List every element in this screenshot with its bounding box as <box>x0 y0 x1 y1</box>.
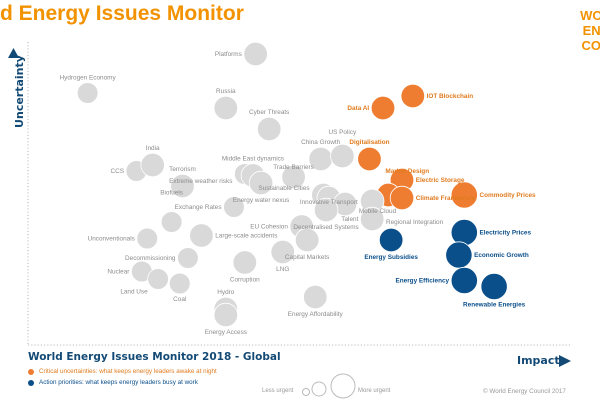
bubble-label: Energy Subsidies <box>364 254 418 261</box>
bubble-label: Regional Integration <box>386 219 444 226</box>
bubble-label: Cyber Threats <box>249 109 289 116</box>
bubble-capital-markets <box>294 227 320 253</box>
size-legend-more: More urgent <box>358 388 391 394</box>
bubble-label: Talent <box>341 216 358 223</box>
bubble-label: India <box>146 145 160 152</box>
bubble-label: Mobile Cloud <box>359 208 397 215</box>
bubble-label: Digitalisation <box>349 139 389 146</box>
bubble-renewable-energies <box>480 272 508 301</box>
bubble-label: Energy water nexus <box>233 197 289 204</box>
bubble-energy-efficiency <box>450 266 478 295</box>
bubble-label: Energy Efficiency <box>395 278 449 285</box>
bubble-label: Capital Markets <box>285 254 329 261</box>
bubble-label: China Growth <box>301 139 341 146</box>
bubble-label: Middle East dynamics <box>222 156 284 163</box>
bubble-biofuels <box>160 211 183 233</box>
bubble-label: Climate Framework <box>416 195 475 202</box>
bubble-energy-subsidies <box>378 227 404 253</box>
blue-dot-icon <box>28 380 34 386</box>
bubble-label: Commodity Prices <box>480 192 537 199</box>
bubble-label: IOT Blockchain <box>427 93 474 100</box>
bubble-label: EU Cohesion <box>250 224 288 231</box>
size-legend-less: Less urgent <box>262 388 294 394</box>
bubble-energy-access <box>213 302 239 328</box>
bubble-russia <box>213 95 239 121</box>
x-axis-label: Impact <box>517 354 560 367</box>
bubble-platforms <box>243 41 268 67</box>
bubble-unconventionals <box>136 227 159 250</box>
bubble-label: Energy Access <box>205 329 247 336</box>
bubble-digitalisation <box>357 146 382 172</box>
bubble-label: Hydro <box>217 289 234 296</box>
bubble-label: Economic Growth <box>474 252 529 259</box>
legend-critical-label: Critical uncertainties: what keeps energ… <box>39 368 217 375</box>
legend-action-label: Action priorities: what keeps energy lea… <box>39 379 198 386</box>
bubble-electricity-prices <box>450 218 478 247</box>
bubble-label: Exchange Rates <box>175 204 222 211</box>
bubble-iot-blockchain <box>400 83 426 109</box>
bubble-label: Market Design <box>385 168 429 175</box>
bubble-commodity-prices <box>450 181 478 209</box>
bubble-india <box>140 152 165 178</box>
bubble-label: Biofuels <box>160 190 183 197</box>
bubble-label: Decommissioning <box>125 255 176 262</box>
bubble-label: Decentralised Systems <box>293 224 358 231</box>
x-axis-arrow-icon <box>559 355 571 367</box>
bubble-label: Nuclear <box>107 269 130 276</box>
orange-dot-icon <box>28 369 34 375</box>
bubble-land-use <box>147 268 169 290</box>
bubble-decentralised-systems <box>313 197 339 223</box>
bubble-label: US Policy <box>329 129 358 136</box>
bubble-label: Energy Affordability <box>288 311 344 318</box>
bubble-large-scale-accidents <box>189 223 214 248</box>
bubble-label: Innovative Transport <box>300 199 358 206</box>
bubble-label: Extreme weather risks <box>169 178 232 185</box>
bubble-label: Coal <box>173 296 186 303</box>
bubble-label: Land Use <box>120 288 148 295</box>
bubble-exchange-rates <box>223 196 245 218</box>
bubble-label: Platforms <box>215 51 242 58</box>
bubble-label: Large-scale accidents <box>215 233 277 240</box>
bubble-climate-framework <box>389 185 415 211</box>
bubble-label: Russia <box>216 88 236 95</box>
bubble-coal <box>168 272 191 295</box>
y-axis-arrow-icon <box>8 48 19 58</box>
bubble-decommissioning <box>177 247 199 269</box>
size-legend <box>302 373 356 399</box>
page-title: d Energy Issues Monitor <box>0 2 244 25</box>
bubble-hydrogen-economy <box>76 82 99 104</box>
chart-subtitle: World Energy Issues Monitor 2018 - Globa… <box>28 351 281 363</box>
bubble-trade-barriers <box>281 164 306 190</box>
bubble-label: Renewable Energies <box>463 302 526 309</box>
bubble-label: Electricity Prices <box>480 230 532 237</box>
bubble-label: Corruption <box>230 276 260 283</box>
bubble-energy-water-nexus <box>248 170 274 196</box>
bubble-lng <box>270 239 295 265</box>
bubble-talent <box>359 206 385 232</box>
bubble-cyber-threats <box>256 116 282 142</box>
bubble-economic-growth <box>445 241 473 269</box>
bubble-label: Terrorism <box>169 166 196 173</box>
bubble-terrorism <box>170 173 195 199</box>
bubble-label: Unconventionals <box>88 236 135 243</box>
bubble-label: CCS <box>111 168 125 175</box>
y-axis-label: Uncertainty <box>12 55 26 128</box>
bubble-label: Trade Barriers <box>273 164 314 171</box>
bubble-label: Data AI <box>347 105 369 112</box>
bubble-energy-affordability <box>303 284 328 310</box>
bubble-label: Electric Storage <box>416 177 465 184</box>
bubble-label: LNG <box>276 266 289 273</box>
bubble-us-policy <box>330 143 355 169</box>
bubble-corruption <box>232 250 258 275</box>
bubble-label: Hydrogen Economy <box>60 75 117 82</box>
legend-action: Action priorities: what keeps energy lea… <box>28 379 198 387</box>
bubble-data-ai <box>370 95 396 121</box>
copyright: © World Energy Council 2017 <box>483 388 566 395</box>
legend-critical: Critical uncertainties: what keeps energ… <box>28 368 217 376</box>
world-energy-council-logo: WORENECOU <box>580 8 600 53</box>
bubble-label: Sustainable Cities <box>258 185 309 192</box>
